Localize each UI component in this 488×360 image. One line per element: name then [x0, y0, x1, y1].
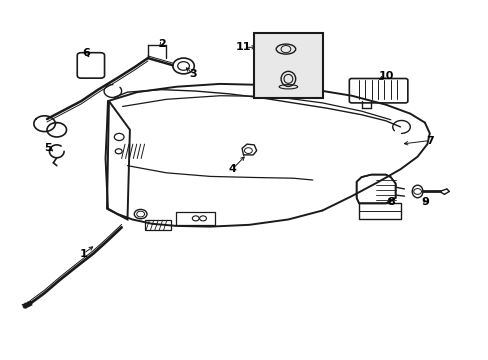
Text: 2: 2 [158, 39, 165, 49]
Text: 7: 7 [425, 136, 433, 145]
Text: 10: 10 [377, 71, 393, 81]
Text: 8: 8 [386, 197, 394, 207]
Circle shape [134, 210, 147, 219]
Text: 5: 5 [44, 143, 52, 153]
Bar [176, 212, 215, 225]
Bar [144, 220, 171, 230]
Text: 9: 9 [420, 197, 428, 207]
Text: 3: 3 [189, 69, 197, 79]
Text: 6: 6 [82, 48, 90, 58]
Bar [358, 203, 400, 220]
Text: 4: 4 [228, 164, 236, 174]
Text: 11: 11 [235, 42, 251, 52]
Bar [254, 33, 322, 98]
Text: 1: 1 [80, 248, 87, 258]
